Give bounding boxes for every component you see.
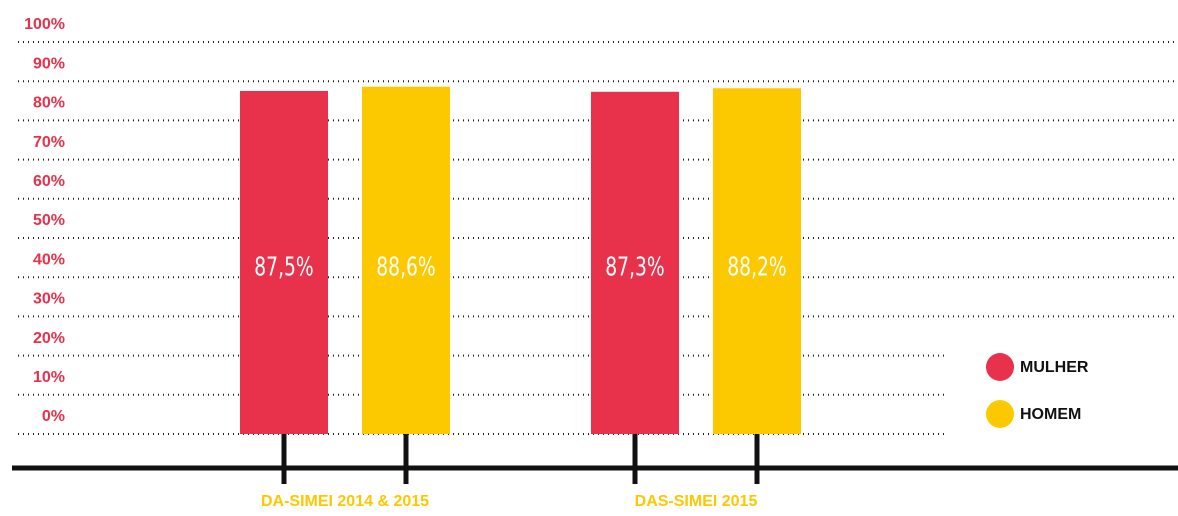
value-label: 88,2% xyxy=(727,253,786,283)
y-tick-label: 10% xyxy=(33,369,65,386)
value-label: 87,3% xyxy=(605,253,664,283)
y-tick-label: 80% xyxy=(33,95,65,112)
y-tick-label: 70% xyxy=(33,134,65,151)
x-tick-label: DA-SIMEI 2014 & 2015 xyxy=(261,493,429,510)
y-tick-label: 50% xyxy=(33,212,65,229)
bar xyxy=(713,88,801,435)
legend-label: HOMEM xyxy=(1020,406,1081,423)
bar xyxy=(591,91,679,434)
x-tick-label: DAS-SIMEI 2015 xyxy=(635,493,758,510)
bar xyxy=(240,91,328,434)
legend-swatch xyxy=(986,353,1014,381)
value-label: 88,6% xyxy=(376,253,435,283)
bar xyxy=(362,86,450,435)
value-label: 87,5% xyxy=(254,253,313,283)
legend-label: MULHER xyxy=(1020,359,1089,376)
y-tick-label: 30% xyxy=(33,291,65,308)
legend-swatch xyxy=(986,400,1014,428)
y-tick-label: 90% xyxy=(33,55,65,72)
y-tick-label: 100% xyxy=(24,16,65,33)
y-tick-label: 0% xyxy=(42,408,65,425)
y-tick-label: 20% xyxy=(33,330,65,347)
y-tick-label: 60% xyxy=(33,173,65,190)
y-tick-label: 40% xyxy=(33,251,65,268)
